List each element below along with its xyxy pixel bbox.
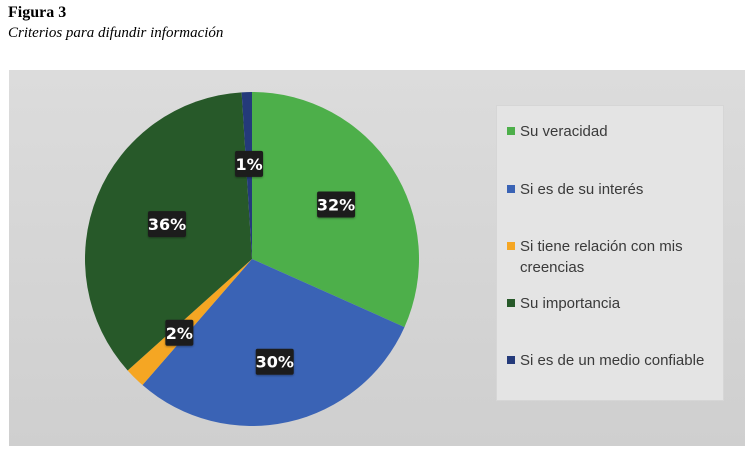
data-label-box [165, 319, 194, 346]
data-label: 1% [235, 150, 264, 177]
data-label: 36% [148, 211, 187, 238]
legend-swatch [507, 127, 515, 135]
data-label: 2% [165, 319, 194, 346]
data-label: 30% [255, 348, 294, 375]
slice-interes [142, 259, 405, 426]
legend-item-creencias: Si tiene relación con mis creencias [507, 236, 712, 278]
data-label-box [148, 211, 187, 238]
legend-swatch [507, 299, 515, 307]
legend-label: Si es de su interés [520, 181, 644, 198]
legend-label: Su veracidad [520, 123, 608, 140]
legend-item-veracidad: Su veracidad [507, 121, 717, 142]
chart-legend: Su veracidad Si es de su interés Si tien… [496, 105, 724, 401]
legend-swatch [507, 185, 515, 193]
legend-swatch [507, 356, 515, 364]
legend-item-importancia: Su importancia [507, 293, 717, 314]
data-label-text: 1% [235, 155, 262, 174]
data-label-text: 30% [256, 353, 294, 372]
legend-label: Si tiene relación con mis creencias [520, 238, 683, 276]
legend-swatch [507, 242, 515, 250]
legend-label: Si es de un medio confiable [520, 352, 705, 369]
figure-number: Figura 3 [8, 4, 67, 21]
chart-panel: 32% 30% 2% 36% 1% Su veracidad Si es de su i… [9, 70, 745, 446]
data-label-box [255, 348, 294, 375]
data-label-box [317, 191, 356, 218]
figure-title: Criterios para difundir información [8, 25, 224, 41]
data-label-text: 32% [317, 195, 355, 214]
data-label: 32% [317, 191, 356, 218]
data-label-text: 36% [148, 215, 186, 234]
pie-chart: 32% 30% 2% 36% 1% [85, 92, 419, 426]
data-label-text: 2% [166, 324, 193, 343]
legend-item-interes: Si es de su interés [507, 179, 717, 200]
data-label-box [235, 150, 264, 177]
legend-label: Su importancia [520, 295, 621, 312]
legend-item-medio-confiable: Si es de un medio confiable [507, 350, 717, 371]
